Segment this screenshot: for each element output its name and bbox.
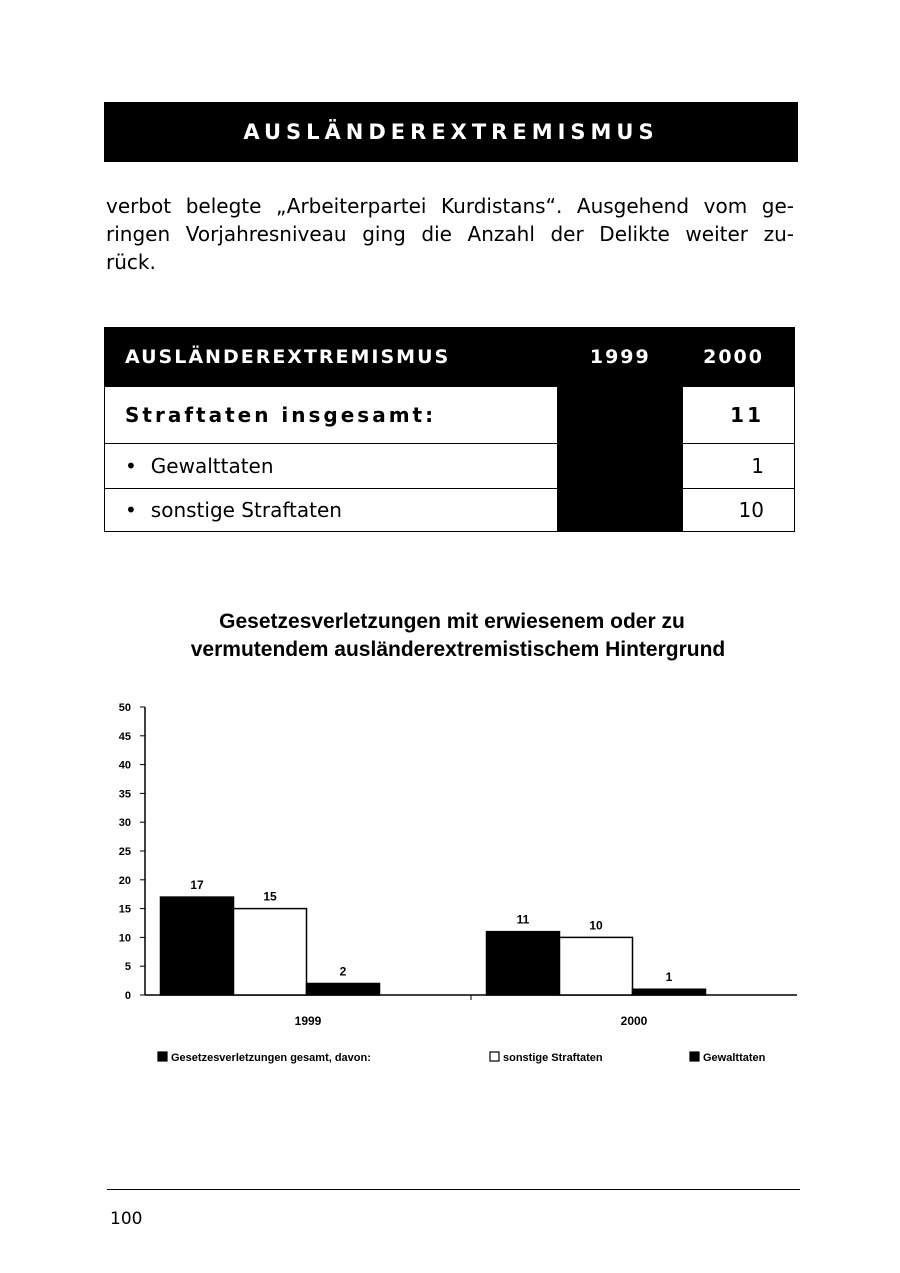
redacted-cell (557, 488, 684, 532)
y-tick-label: 40 (119, 760, 131, 772)
y-tick-label: 25 (119, 846, 131, 858)
redacted-cell (557, 443, 684, 489)
bar (159, 896, 235, 996)
y-tick-label: 45 (119, 731, 131, 743)
row-label: • sonstige Straftaten (103, 488, 559, 532)
table: AUSLÄNDEREXTREMISMUS 1999 2000 Straftate… (103, 327, 795, 532)
row-label: Straftaten insgesamt: (103, 386, 559, 444)
cell: 10 (682, 488, 795, 532)
footer-rule (107, 1189, 800, 1190)
cell: 1 (682, 443, 795, 489)
label: Gewalttaten (150, 454, 274, 478)
chart-title: Gesetzesverletzungen mit erwiesenem oder… (219, 610, 685, 633)
legend-label: Gesetzesverletzungen gesamt, davon: (171, 1052, 371, 1064)
legend-label: sonstige Straftaten (503, 1052, 603, 1064)
table-header: AUSLÄNDEREXTREMISMUS (103, 327, 559, 387)
x-tick-label: 1999 (295, 1014, 322, 1028)
y-tick-label: 15 (119, 904, 131, 916)
bar (558, 936, 634, 996)
y-tick-label: 30 (119, 817, 131, 829)
bar (232, 907, 308, 996)
chart-title: vermutendem ausländerextremistischem Hin… (191, 638, 726, 661)
page-number: 100 (110, 1209, 143, 1229)
bar (305, 982, 381, 996)
cell: 11 (682, 386, 795, 444)
table-header: 1999 (557, 327, 684, 387)
section-header: AUSLÄNDEREXTREMISMUS (104, 102, 798, 162)
text-line: rück. (106, 250, 156, 274)
value-label: 11 (517, 913, 530, 927)
y-tick-label: 0 (125, 990, 131, 1002)
legend-label: Gewalttaten (703, 1052, 766, 1064)
y-tick-label: 20 (119, 875, 131, 887)
text-line: verbot belegte „Arbeiterpartei Kurdistan… (106, 194, 794, 218)
row-label: • Gewalttaten (103, 443, 559, 489)
legend-swatch (689, 1051, 700, 1062)
y-tick-label: 50 (119, 702, 131, 714)
value-label: 15 (263, 890, 277, 904)
value-label: 17 (190, 878, 204, 892)
y-tick-label: 5 (125, 961, 131, 973)
value-label: 2 (340, 964, 347, 978)
table-header: 2000 (682, 327, 795, 387)
legend-swatch (489, 1051, 500, 1062)
x-tick-label: 2000 (621, 1014, 648, 1028)
label: sonstige Straftaten (150, 498, 342, 522)
y-tick-label: 35 (119, 788, 131, 800)
value-label: 10 (589, 918, 603, 932)
legend-swatch (157, 1051, 168, 1062)
chart: Gesetzesverletzungen mit erwiesenem oder… (119, 610, 797, 1064)
bar (485, 930, 561, 996)
text-line: ringen Vorjahresniveau ging die Anzahl d… (106, 222, 794, 246)
paragraph: verbot belegte „Arbeiterpartei Kurdistan… (106, 192, 794, 276)
value-label: 1 (666, 970, 673, 984)
y-tick-label: 10 (119, 932, 131, 944)
bar (631, 988, 707, 996)
redacted-cell (557, 386, 684, 444)
